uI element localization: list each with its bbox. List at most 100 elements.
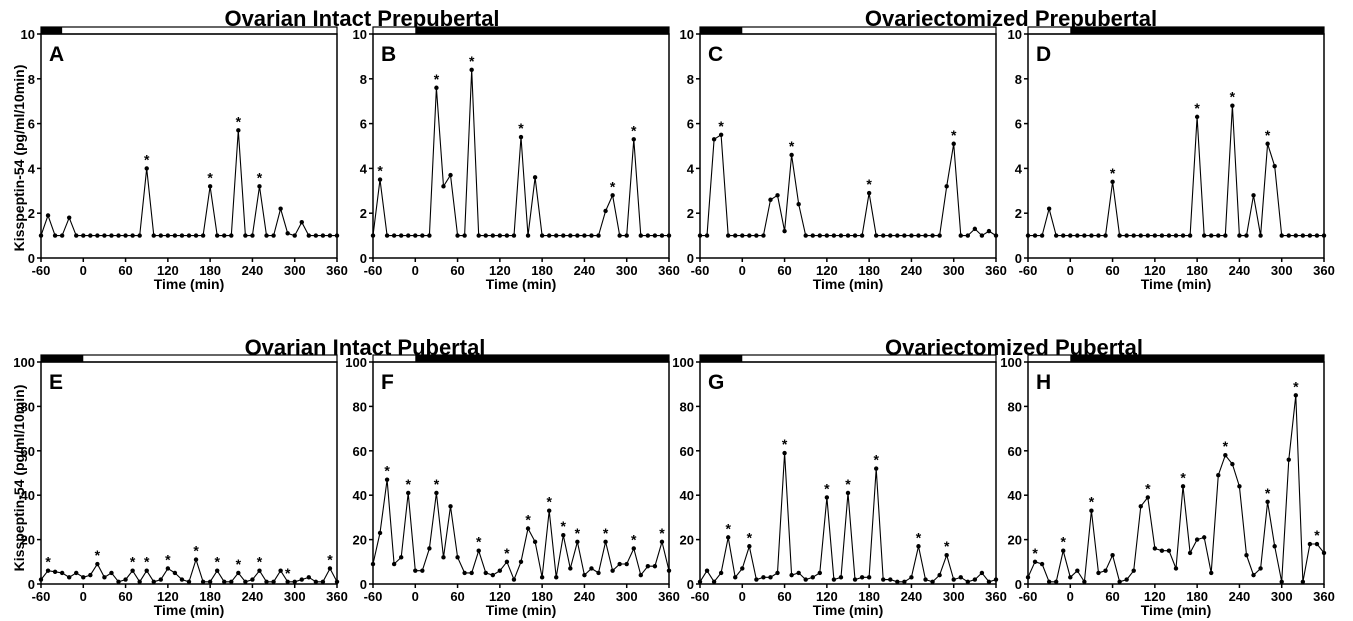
data-point: [462, 233, 467, 238]
data-point: [327, 566, 333, 571]
peak-marker: *: [130, 554, 136, 570]
x-tick-label: 60: [777, 589, 791, 604]
data-point: [52, 569, 58, 574]
panel-letter-h: H: [1036, 371, 1051, 394]
peak-marker: *: [866, 176, 872, 192]
data-point: [1053, 579, 1059, 584]
data-point: [427, 546, 432, 551]
data-point: [95, 561, 100, 567]
data-point: [539, 575, 545, 580]
data-point: [320, 579, 326, 584]
data-point: [554, 233, 559, 238]
data-point: [666, 568, 672, 573]
data-point: [1138, 504, 1143, 509]
data-point: [916, 544, 921, 549]
data-point: [1068, 233, 1073, 238]
data-point: [441, 184, 446, 189]
data-point: [986, 228, 992, 234]
x-tick-label: 180: [858, 263, 880, 278]
data-point: [1230, 461, 1235, 467]
data-point: [561, 233, 566, 238]
data-point: [1223, 233, 1228, 238]
series-line: [40, 557, 338, 583]
x-tick-label: -60: [364, 263, 383, 278]
data-point: [306, 575, 312, 580]
data-point: [172, 233, 178, 238]
data-point: [1201, 535, 1207, 540]
plot-frame: [1027, 361, 1325, 585]
data-point: [532, 175, 538, 180]
data-point: [1117, 579, 1122, 584]
data-point: [214, 233, 220, 238]
data-point: [1300, 579, 1306, 584]
peak-marker: *: [1110, 165, 1116, 181]
data-point: [38, 233, 44, 238]
data-point: [859, 575, 865, 580]
x-tick-label: 240: [901, 263, 923, 278]
x-tick-label: 60: [1105, 589, 1119, 604]
plot-frame: [40, 33, 338, 259]
data-point: [469, 67, 474, 73]
panel-letter-g: G: [708, 371, 724, 394]
data-point: [1032, 233, 1038, 238]
data-point: [740, 566, 745, 571]
peak-marker: *: [561, 518, 567, 534]
data-point: [236, 128, 241, 133]
data-point: [666, 233, 672, 238]
data-point: [130, 568, 135, 573]
peak-marker: *: [384, 463, 390, 479]
data-point: [144, 166, 149, 171]
peak-marker: *: [1194, 100, 1200, 116]
y-tick-label: 10: [353, 27, 367, 42]
x-axis-title: Time (min): [1141, 602, 1212, 618]
data-point: [1230, 103, 1235, 108]
data-point: [1075, 233, 1080, 238]
y-tick-label: 100: [672, 355, 694, 370]
data-point: [66, 575, 72, 580]
light-period-bar: [699, 26, 997, 35]
data-point: [1124, 233, 1129, 238]
data-point: [1321, 550, 1327, 556]
data-point: [718, 132, 724, 137]
data-point: [652, 564, 658, 569]
peak-marker: *: [789, 138, 795, 154]
data-point: [413, 233, 418, 238]
data-point: [1166, 233, 1172, 238]
data-point: [165, 233, 171, 238]
peak-marker: *: [1230, 89, 1236, 105]
data-point: [711, 579, 717, 584]
peak-marker: *: [1180, 469, 1186, 485]
data-point: [384, 477, 390, 482]
x-axis-title: Time (min): [813, 276, 884, 292]
data-point: [1180, 484, 1186, 489]
peak-marker: *: [144, 151, 150, 167]
data-point: [561, 532, 566, 538]
x-tick-label: 180: [199, 589, 221, 604]
dark-period-bar: [700, 27, 743, 34]
data-point: [88, 233, 93, 238]
data-point: [532, 539, 538, 545]
x-tick-label: 300: [284, 263, 306, 278]
data-point: [979, 233, 985, 238]
peak-marker: *: [504, 545, 510, 561]
data-point: [1124, 577, 1129, 582]
data-point: [965, 233, 971, 238]
data-point: [1251, 193, 1256, 198]
peak-marker: *: [327, 551, 333, 567]
peak-marker: *: [1293, 378, 1299, 394]
data-point: [838, 233, 844, 238]
data-point: [725, 535, 731, 540]
data-point: [186, 233, 192, 238]
data-point: [116, 233, 121, 238]
y-tick-label: 40: [353, 488, 367, 503]
data-point: [222, 233, 227, 238]
data-point: [775, 193, 780, 198]
y-tick-label: 2: [687, 206, 694, 221]
x-tick-label: 120: [489, 263, 511, 278]
data-point: [951, 141, 956, 146]
data-point: [264, 579, 269, 584]
dark-period-bar: [415, 355, 669, 362]
x-tick-label: 60: [450, 263, 464, 278]
